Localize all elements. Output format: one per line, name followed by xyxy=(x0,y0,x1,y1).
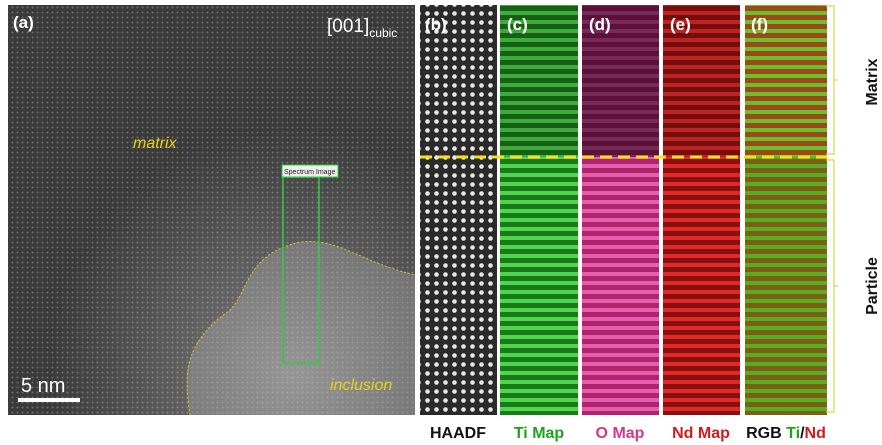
panel-label: (b) xyxy=(425,15,447,34)
caption: Ti Map xyxy=(514,425,565,442)
glow xyxy=(8,5,415,415)
inclusion-label: inclusion xyxy=(330,377,392,394)
zone-axis-subscript: cubic xyxy=(369,26,397,40)
caption: O Map xyxy=(596,425,645,442)
panel-label: (f) xyxy=(751,15,768,34)
zone-axis-text: [001] xyxy=(327,16,369,37)
rgb-caption: RGB Ti/Nd xyxy=(746,425,826,442)
panel-a: Spectrum Image (a) [001]cubic matrix inc… xyxy=(8,5,416,416)
side-brackets xyxy=(826,5,838,413)
matrix-label: matrix xyxy=(133,135,178,152)
ti-strip xyxy=(500,5,578,415)
panel-label: (d) xyxy=(589,15,611,34)
particle-bracket xyxy=(826,159,838,413)
rgb-ti: Ti xyxy=(786,425,800,442)
zone-axis: [001]cubic xyxy=(327,16,397,40)
scale-bar-label: 5 nm xyxy=(21,375,65,397)
panel-label: (e) xyxy=(670,15,691,34)
side-label: Particle xyxy=(864,257,881,315)
ti-matrix-shade xyxy=(500,5,578,157)
caption: Nd Map xyxy=(672,425,730,442)
rgb-strip xyxy=(745,5,827,415)
rgb-slash: / xyxy=(800,425,805,442)
box-label-bg xyxy=(281,164,339,178)
haadf-strip xyxy=(420,5,497,415)
scale-bar xyxy=(18,398,80,402)
inclusion-outline xyxy=(186,241,416,416)
rgb-particle-tint xyxy=(745,157,827,415)
panel-label: (c) xyxy=(507,15,528,34)
side-label: Matrix xyxy=(864,58,881,105)
o-matrix-shade xyxy=(582,5,659,157)
nd-strip xyxy=(663,5,740,415)
rgb-nd: Nd xyxy=(805,425,826,442)
box-label: Spectrum Image xyxy=(284,169,335,176)
rgb-prefix: RGB xyxy=(746,425,782,442)
matrix-bracket xyxy=(826,5,838,155)
panel-label: (a) xyxy=(13,13,34,32)
strips: (b) (c) (d) (e) (f) xyxy=(420,5,827,415)
nd-matrix-shade xyxy=(663,5,740,157)
caption: HAADF xyxy=(430,425,486,442)
